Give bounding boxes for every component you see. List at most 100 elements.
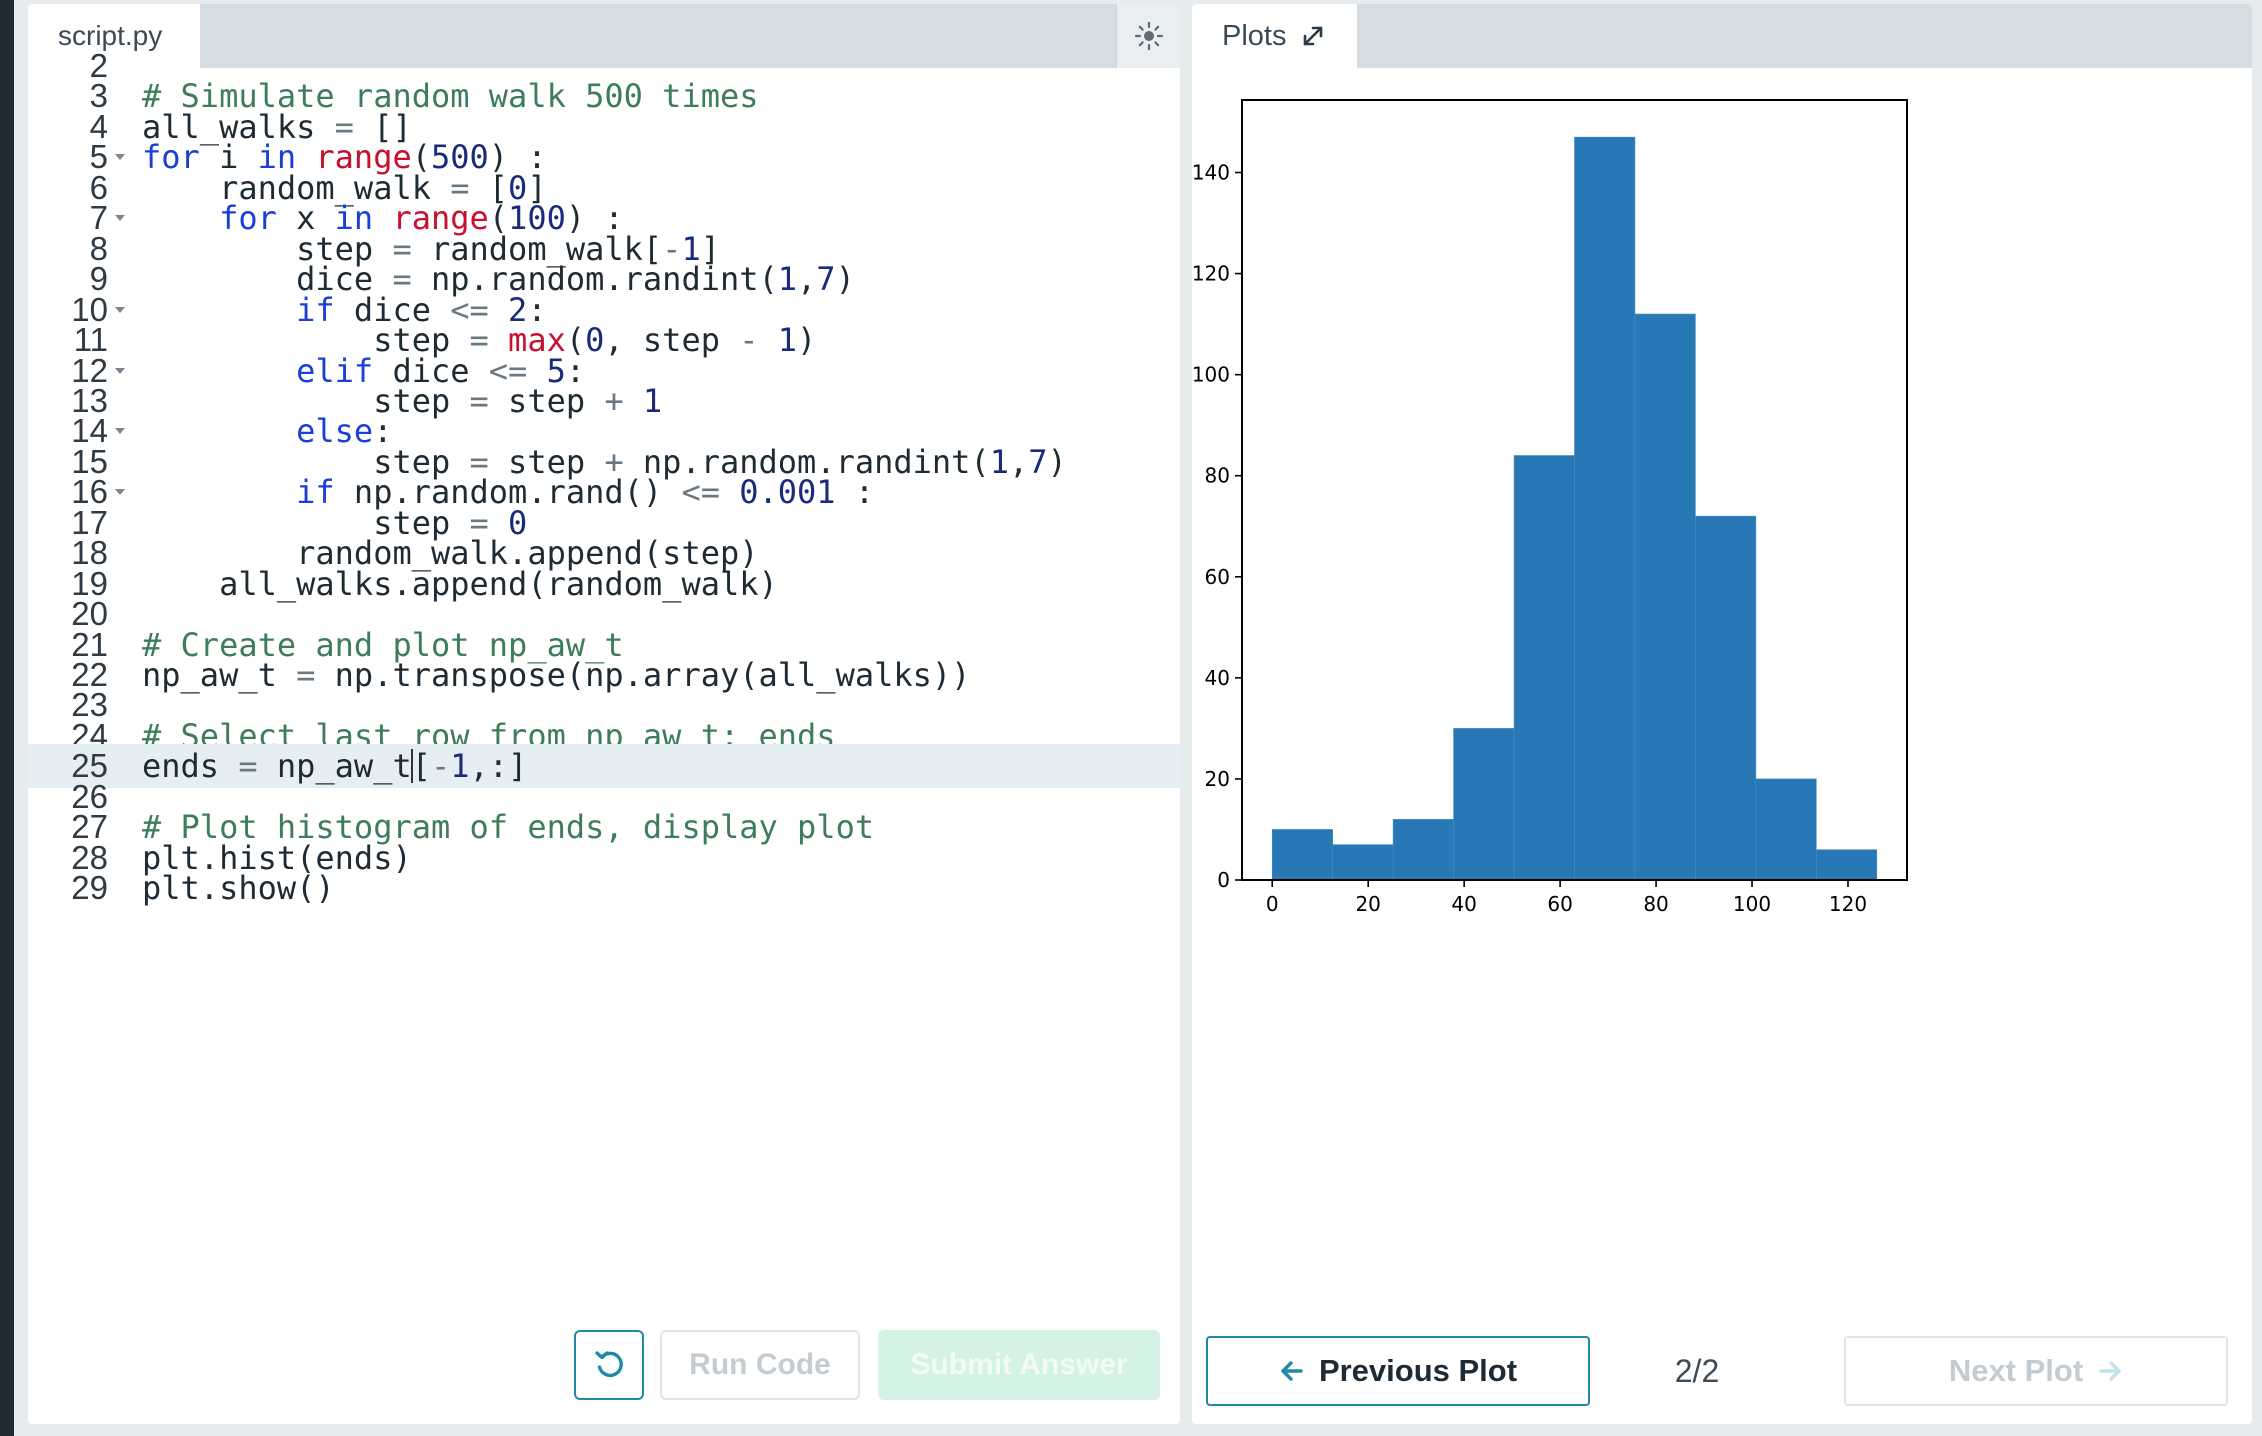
code-editor[interactable]: 2 3 # Simulate random walk 500 times 4 all_w… — [28, 47, 1180, 1318]
line-number: 16 — [71, 473, 108, 511]
code-line[interactable]: 27 # Plot histogram of ends, display plot — [28, 805, 1180, 849]
histogram-bar — [1392, 819, 1454, 881]
line-number: 22 — [71, 656, 108, 693]
x-tick-label: 60 — [1547, 892, 1572, 916]
code-line[interactable]: 11 step = max(0, step - 1) — [28, 318, 1180, 362]
plots-footer: Previous Plot 2/2 Next Plot — [1192, 1314, 2252, 1424]
tab-script-py[interactable]: script.py — [28, 4, 200, 68]
tab-plots[interactable]: Plots — [1192, 4, 1357, 68]
reset-icon — [595, 1351, 623, 1377]
fold-toggle-icon[interactable] — [115, 367, 125, 374]
plot-frame — [1241, 99, 1908, 881]
code-line[interactable]: 6 random_walk = [0] — [28, 166, 1180, 210]
code-line[interactable]: 5 for i in range(500) : — [28, 135, 1180, 179]
code-line[interactable]: 25 ends = np_aw_t[-1,:] — [28, 744, 1180, 789]
code-line[interactable]: 19 all_walks.append(random_walk) — [28, 562, 1180, 606]
line-number: 29 — [71, 869, 108, 907]
previous-plot-label: Previous Plot — [1318, 1353, 1518, 1388]
code-line[interactable]: 18 random_walk.append(step) — [28, 531, 1180, 575]
code-line[interactable]: 14 else: — [28, 409, 1180, 453]
line-number: 18 — [71, 534, 108, 572]
histogram-bar — [1755, 778, 1817, 881]
code-line[interactable]: 9 dice = np.random.randint(1,7) — [28, 257, 1180, 301]
line-number: 26 — [71, 777, 108, 815]
code-text: np_aw_t = np.transpose(np.array(all_walk… — [142, 656, 971, 694]
next-plot-button[interactable]: Next Plot — [1844, 1336, 2228, 1406]
code-line[interactable]: 4 all_walks = [] — [28, 105, 1180, 149]
code-line[interactable]: 12 elif dice <= 5: — [28, 349, 1180, 393]
line-number: 13 — [71, 381, 108, 419]
code-text: dice = np.random.randint(1,7) — [142, 260, 855, 299]
plots-panel: Plots 0 20 40 60 80 100 120 0 20 40 60 80 100 120 140 … — [1192, 4, 2252, 1424]
arrow-left-icon — [1281, 1361, 1303, 1381]
code-text: # Simulate random walk 500 times — [142, 77, 759, 116]
line-number: 7 — [89, 199, 108, 237]
code-line[interactable]: 21 # Create and plot np_aw_t — [28, 623, 1180, 667]
code-text: step = 0 — [142, 503, 528, 542]
line-number: 14 — [71, 412, 108, 450]
tab-label: script.py — [58, 20, 163, 51]
code-line[interactable]: 20 — [28, 592, 1180, 636]
fold-toggle-icon[interactable] — [115, 154, 125, 161]
line-number: 19 — [71, 564, 108, 602]
fold-toggle-icon[interactable] — [115, 215, 125, 222]
fold-toggle-icon[interactable] — [115, 489, 125, 496]
fold-toggle-icon[interactable] — [115, 306, 125, 313]
line-number: 17 — [71, 503, 108, 541]
code-line[interactable]: 22 np_aw_t = np.transpose(np.array(all_wa… — [28, 653, 1180, 697]
code-text: plt.show() — [142, 869, 335, 908]
editor-tab-bar: script.py — [28, 4, 1180, 68]
histogram-bar — [1513, 455, 1575, 881]
code-text: step = max(0, step - 1) — [142, 321, 817, 360]
line-number: 2 — [89, 47, 108, 84]
theme-toggle-button[interactable] — [1116, 4, 1180, 68]
code-line[interactable]: 16 if np.random.rand() <= 0.001 : — [28, 470, 1180, 514]
histogram-chart: 0 20 40 60 80 100 120 0 20 40 60 80 100 120 140 — [1192, 68, 2252, 1314]
code-text: else: — [296, 412, 393, 451]
previous-plot-button[interactable]: Previous Plot — [1206, 1336, 1590, 1406]
code-text: elif dice <= 5: — [296, 351, 586, 390]
plots-tab-bar: Plots — [1192, 4, 2252, 68]
line-number: 20 — [71, 595, 108, 633]
line-number: 11 — [73, 321, 108, 359]
histogram-bar — [1574, 136, 1636, 881]
line-number: 21 — [71, 625, 108, 663]
code-line[interactable]: 23 — [28, 683, 1180, 727]
x-tick-label: 120 — [1829, 892, 1867, 916]
code-line[interactable]: 3 # Simulate random walk 500 times — [28, 74, 1180, 118]
submit-answer-button[interactable]: Submit Answer — [878, 1330, 1160, 1400]
line-number: 9 — [89, 260, 108, 298]
histogram-bar — [1271, 829, 1333, 881]
code-line[interactable]: 8 step = random_walk[-1] — [28, 227, 1180, 271]
code-text: for x in range(100) : — [219, 199, 624, 238]
editor-footer: Run Code Submit Answer — [28, 1314, 1180, 1424]
line-number: 25 — [71, 747, 108, 785]
y-tick-label: 20 — [1205, 767, 1230, 791]
code-text: random_walk.append(step) — [142, 534, 759, 573]
line-number: 23 — [71, 686, 108, 724]
line-number: 6 — [89, 168, 108, 206]
expand-icon[interactable] — [1300, 23, 1326, 49]
code-line[interactable]: 26 — [28, 775, 1180, 819]
code-line[interactable]: 15 step = step + np.random.randint(1,7) — [28, 440, 1180, 484]
reset-button[interactable] — [574, 1330, 644, 1400]
code-line[interactable]: 17 step = 0 — [28, 501, 1180, 545]
code-line[interactable]: 2 — [28, 44, 1180, 88]
fold-toggle-icon[interactable] — [115, 428, 125, 435]
x-tick-label: 20 — [1355, 892, 1380, 916]
code-line[interactable]: 29 plt.show() — [28, 866, 1180, 910]
code-text: # Plot histogram of ends, display plot — [142, 808, 875, 847]
code-text: step = random_walk[-1] — [142, 229, 720, 268]
sun-icon — [1134, 21, 1164, 51]
plot-page-indicator: 2/2 — [1674, 1352, 1720, 1389]
y-tick-label: 0 — [1217, 868, 1230, 892]
y-tick-label: 120 — [1192, 262, 1230, 286]
code-line[interactable]: 7 for x in range(100) : — [28, 196, 1180, 240]
code-line[interactable]: 28 plt.hist(ends) — [28, 836, 1180, 880]
run-code-button[interactable]: Run Code — [660, 1330, 860, 1400]
code-line[interactable]: 13 step = step + 1 — [28, 379, 1180, 423]
code-line[interactable]: 10 if dice <= 2: — [28, 288, 1180, 332]
line-number: 10 — [71, 290, 108, 328]
line-number: 5 — [89, 138, 108, 176]
code-text: plt.hist(ends) — [142, 838, 412, 877]
